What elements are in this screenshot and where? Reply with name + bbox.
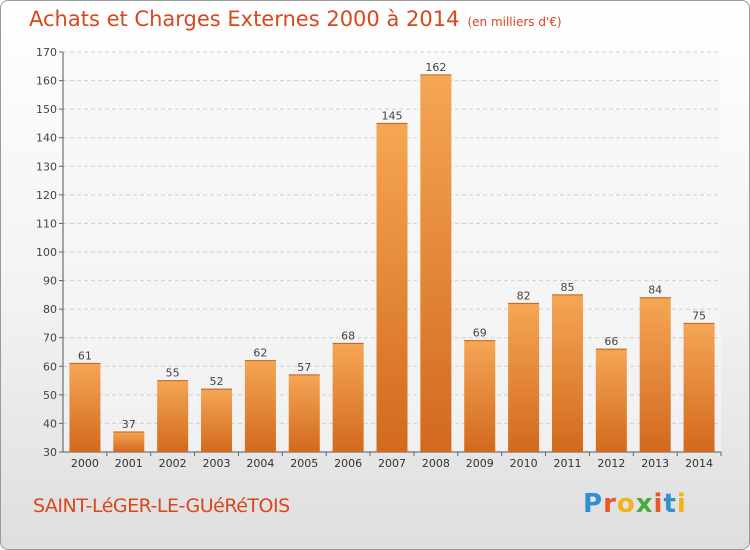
y-tick-label: 70 bbox=[43, 332, 57, 345]
bar bbox=[551, 294, 583, 452]
data-label: 37 bbox=[122, 418, 136, 431]
chart-title: Achats et Charges Externes 2000 à 2014 (e… bbox=[29, 7, 562, 31]
location-name: SAINT-LéGER-LE-GUéRéTOIS bbox=[33, 495, 290, 517]
bar bbox=[464, 340, 496, 452]
y-tick-label: 80 bbox=[43, 303, 57, 316]
y-tick-label: 30 bbox=[43, 446, 57, 459]
y-tick-label: 60 bbox=[43, 360, 57, 373]
bar bbox=[332, 343, 364, 452]
bar bbox=[639, 297, 671, 452]
x-tick-label: 2001 bbox=[115, 457, 143, 470]
data-label: 62 bbox=[253, 347, 267, 360]
data-label: 57 bbox=[297, 361, 311, 374]
bar bbox=[595, 349, 627, 452]
bar bbox=[201, 389, 233, 452]
bar bbox=[288, 374, 320, 452]
bar bbox=[244, 360, 276, 452]
x-tick-label: 2002 bbox=[159, 457, 187, 470]
bar bbox=[376, 123, 408, 452]
chart-title-text: Achats et Charges Externes 2000 à 2014 bbox=[29, 7, 460, 31]
bar bbox=[69, 363, 101, 452]
x-tick-label: 2004 bbox=[246, 457, 274, 470]
y-tick-label: 140 bbox=[36, 132, 57, 145]
y-tick-label: 50 bbox=[43, 389, 57, 402]
bar bbox=[508, 303, 540, 452]
x-tick-label: 2000 bbox=[71, 457, 99, 470]
y-tick-label: 90 bbox=[43, 275, 57, 288]
data-label: 162 bbox=[425, 61, 446, 74]
x-tick-label: 2003 bbox=[203, 457, 231, 470]
data-label: 68 bbox=[341, 329, 355, 342]
x-tick-label: 2013 bbox=[641, 457, 669, 470]
logo-letter: P bbox=[583, 489, 604, 519]
data-label: 66 bbox=[604, 335, 618, 348]
data-label: 52 bbox=[210, 375, 224, 388]
data-label: 55 bbox=[166, 367, 180, 380]
logo-letter: i bbox=[653, 489, 664, 519]
data-label: 75 bbox=[692, 309, 706, 322]
y-tick-label: 110 bbox=[36, 217, 57, 230]
bar bbox=[420, 74, 452, 452]
y-tick-label: 120 bbox=[36, 189, 57, 202]
data-label: 61 bbox=[78, 349, 92, 362]
x-tick-label: 2007 bbox=[378, 457, 406, 470]
bar bbox=[157, 380, 189, 452]
x-tick-label: 2008 bbox=[422, 457, 450, 470]
x-tick-label: 2011 bbox=[553, 457, 581, 470]
logo-letter: o bbox=[616, 489, 636, 519]
x-tick-label: 2009 bbox=[466, 457, 494, 470]
logo-letter: r bbox=[603, 489, 617, 519]
proxiti-logo: Proxiti bbox=[583, 489, 687, 519]
data-label: 82 bbox=[517, 289, 531, 302]
data-label: 85 bbox=[560, 281, 574, 294]
y-tick-label: 160 bbox=[36, 75, 57, 88]
data-label: 84 bbox=[648, 284, 662, 297]
x-tick-label: 2012 bbox=[597, 457, 625, 470]
bar bbox=[113, 432, 145, 452]
logo-letter: t bbox=[663, 489, 677, 519]
logo-letter: x bbox=[635, 489, 654, 519]
y-tick-label: 40 bbox=[43, 417, 57, 430]
y-tick-label: 130 bbox=[36, 160, 57, 173]
y-tick-label: 100 bbox=[36, 246, 57, 259]
x-tick-label: 2010 bbox=[510, 457, 538, 470]
data-label: 145 bbox=[382, 109, 403, 122]
y-tick-label: 170 bbox=[36, 46, 57, 59]
logo-letter: i bbox=[676, 489, 687, 519]
x-tick-label: 2014 bbox=[685, 457, 713, 470]
x-tick-label: 2006 bbox=[334, 457, 362, 470]
y-tick-label: 150 bbox=[36, 103, 57, 116]
x-tick-label: 2005 bbox=[290, 457, 318, 470]
bar bbox=[683, 323, 715, 452]
data-label: 69 bbox=[473, 327, 487, 340]
chart-subtitle: (en milliers d'€) bbox=[467, 15, 562, 29]
